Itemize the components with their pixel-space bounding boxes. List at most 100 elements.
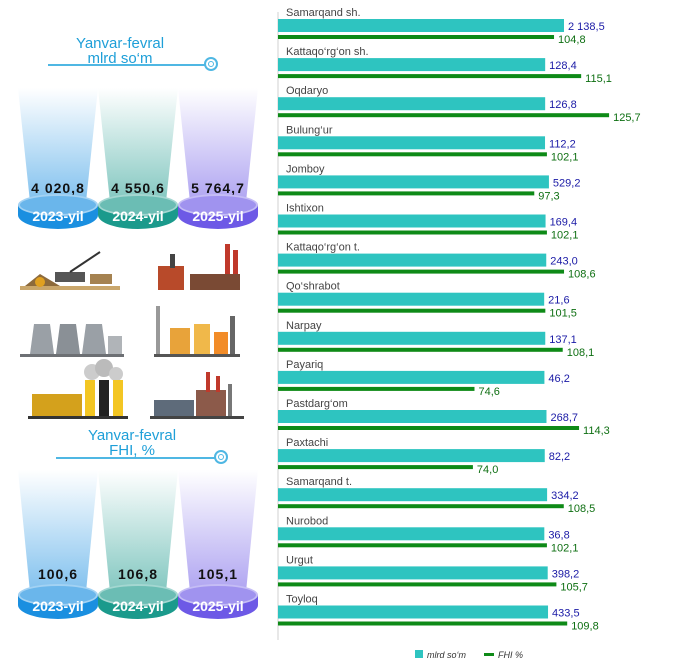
cooling-towers-icon	[20, 324, 124, 357]
smoke-factory-icon	[28, 359, 128, 419]
header-top-underline	[48, 64, 206, 66]
bar-mlrd-label: 398,2	[552, 568, 580, 580]
bar-mlrd-label: 112,2	[549, 138, 576, 150]
bar-mlrd	[278, 97, 546, 111]
category-label: Samarqand t.	[286, 476, 352, 488]
top_pedestals-value-2: 4 550,6	[111, 180, 165, 196]
industrial-plant-icon	[150, 372, 244, 419]
legend-swatch-mlrd	[415, 650, 423, 658]
bar-fhi-label: 97,3	[538, 190, 559, 202]
bottom_pedestals-beam-1	[18, 470, 98, 592]
target-icon-2	[214, 450, 228, 464]
category-label: Bulung‘ur	[286, 124, 333, 136]
refinery-icon	[154, 306, 240, 357]
bar-fhi	[278, 426, 580, 430]
bar-mlrd-label: 137,1	[549, 334, 577, 346]
bar-fhi	[278, 347, 563, 352]
bottom_pedestals-year-3: 2025-yil	[192, 598, 244, 614]
bar-mlrd-label: 128,4	[549, 60, 577, 72]
bar-mlrd-label: 36,8	[548, 529, 569, 541]
category-label: Payariq	[286, 359, 323, 371]
bottom_pedestals-pedestal-3: 2025-yil	[178, 584, 258, 624]
bar-fhi	[278, 35, 555, 39]
bottom_pedestals-beam-2	[98, 470, 178, 592]
bar-mlrd-label: 433,5	[552, 608, 580, 620]
pedestal-top	[178, 194, 258, 216]
bar-mlrd	[278, 19, 564, 32]
top_pedestals-value-1: 4 020,8	[31, 180, 85, 196]
header-bottom-underline	[56, 457, 216, 459]
bar-fhi	[278, 621, 568, 626]
top_pedestals-year-1: 2023-yil	[32, 208, 84, 224]
top_pedestals-year-2: 2024-yil	[112, 208, 164, 224]
bar-mlrd-label: 21,6	[548, 295, 569, 307]
bar-mlrd-label: 334,2	[551, 490, 579, 502]
bar-fhi	[278, 386, 475, 391]
legend-label-mlrd: mlrd so‘m	[427, 650, 467, 660]
bar-fhi-label: 125,7	[613, 112, 641, 124]
bar-mlrd	[278, 292, 545, 306]
brick-factory-icon	[158, 244, 240, 290]
category-label: Kattaqo‘rg‘on sh.	[286, 46, 369, 58]
bar-mlrd	[278, 58, 546, 72]
header-bottom: Yanvar-fevral FHI, %	[72, 428, 192, 458]
bar-fhi	[278, 543, 547, 548]
bar-mlrd	[278, 566, 548, 580]
bottom_pedestals-value-2: 106,8	[117, 566, 159, 582]
pedestal-top	[98, 194, 178, 216]
top_pedestals-value-3: 5 764,7	[191, 180, 245, 196]
target-icon	[204, 57, 218, 71]
bar-fhi-label: 102,1	[551, 230, 579, 242]
bar-mlrd-label: 126,8	[549, 99, 577, 111]
top_pedestals-year-3: 2025-yil	[192, 208, 244, 224]
bar-mlrd	[278, 175, 549, 189]
left-panel: Yanvar-fevral mlrd so‘m 4 020,8 2023-yil 4…	[0, 0, 262, 670]
bar-mlrd	[278, 136, 546, 150]
top_pedestals-beam-3	[178, 88, 258, 202]
header-top: Yanvar-fevral mlrd so‘m	[60, 36, 180, 66]
bar-fhi-label: 102,1	[551, 151, 579, 163]
bottom_pedestals-pedestal-2: 2024-yil	[98, 584, 178, 624]
bar-mlrd	[278, 253, 547, 267]
bar-fhi	[278, 191, 535, 196]
legend-label-fhi: FHI %	[498, 650, 523, 660]
category-label: Urgut	[286, 554, 313, 566]
bar-fhi	[278, 113, 610, 118]
pedestal-top	[18, 584, 98, 606]
top_pedestals-beam-2	[98, 88, 178, 202]
bottom_pedestals-year-1: 2023-yil	[32, 598, 84, 614]
bar-fhi-label: 108,6	[568, 269, 596, 281]
bar-mlrd-label: 2 138,5	[568, 21, 605, 33]
category-label: Nurobod	[286, 515, 328, 527]
bar-mlrd	[278, 370, 545, 384]
bar-mlrd	[278, 605, 549, 619]
bar-mlrd-label: 243,0	[550, 256, 578, 268]
bar-fhi-label: 74,0	[477, 464, 498, 476]
bottom_pedestals-year-2: 2024-yil	[112, 598, 164, 614]
category-label: Pastdarg‘om	[286, 398, 348, 410]
bar-fhi-label: 108,5	[568, 503, 596, 515]
top_pedestals-beam-1	[18, 88, 98, 202]
header-bottom-line2: FHI, %	[109, 442, 155, 459]
bar-fhi-label: 104,8	[558, 34, 586, 46]
bar-fhi	[278, 152, 547, 157]
bar-mlrd	[278, 449, 545, 463]
bar-mlrd-label: 82,2	[549, 451, 570, 463]
bottom_pedestals-value-3: 105,1	[197, 566, 239, 582]
category-label: Narpay	[286, 320, 322, 332]
bar-mlrd	[278, 410, 547, 423]
bar-mlrd	[278, 214, 546, 228]
pedestal-top	[98, 584, 178, 606]
header-bottom-line1: Yanvar-fevral	[87, 427, 177, 444]
bar-mlrd-label: 268,7	[550, 412, 578, 424]
top_pedestals-pedestal-2: 2024-yil	[98, 194, 178, 234]
bar-fhi	[278, 465, 473, 470]
bottom_pedestals-pedestal-1: 2023-yil	[18, 584, 98, 624]
top_pedestals-pedestal-1: 2023-yil	[18, 194, 98, 234]
bottom_pedestals-value-1: 100,6	[37, 566, 79, 582]
category-label: Ishtixon	[286, 203, 324, 215]
bar-fhi-label: 102,1	[551, 542, 579, 554]
bar-mlrd-label: 169,4	[550, 217, 578, 229]
bar-fhi	[278, 74, 582, 79]
